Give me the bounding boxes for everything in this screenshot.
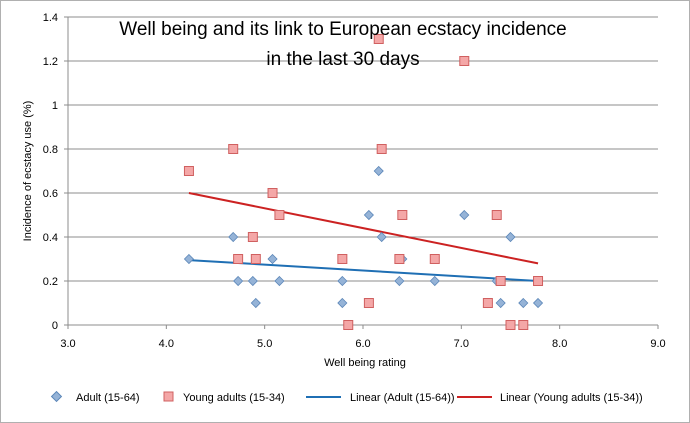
- data-point-adult: [429, 275, 440, 287]
- x-tick-label: 8.0: [552, 338, 567, 350]
- data-point-young-adults: [376, 144, 387, 154]
- x-tick-label: 7.0: [454, 338, 469, 350]
- trendline-adult: [188, 259, 539, 282]
- y-axis-title: Incidence of ecstacy use (%): [22, 101, 34, 242]
- y-tick-label: 0.8: [43, 144, 58, 156]
- chart-title-line-1: Well being and its link to European ecst…: [119, 19, 566, 40]
- y-tick-label: 1.2: [43, 56, 58, 68]
- data-point-adult: [228, 231, 239, 243]
- chart-title-line-2: in the last 30 days: [266, 49, 419, 70]
- data-point-young-adults: [533, 276, 544, 286]
- tick-labels: 0 0.2 0.4 0.6 0.8 1 1.2 1.4 3.0 4.0 5.0 6.0 7.0 8.0 9.…: [43, 12, 666, 350]
- data-point-adult: [495, 297, 506, 309]
- data-point-young-adults: [267, 188, 278, 198]
- data-point-adult: [363, 209, 374, 221]
- data-point-young-adults: [363, 298, 374, 308]
- legend-young-trend-label: Linear (Young adults (15-34)): [500, 392, 643, 404]
- data-point-adult: [337, 297, 348, 309]
- data-point-adult: [337, 275, 348, 287]
- data-point-young-adults: [429, 254, 440, 264]
- x-tick-label: 6.0: [355, 338, 370, 350]
- data-point-adult: [183, 253, 195, 265]
- data-point-adult: [233, 275, 244, 287]
- y-tick-label: 0: [52, 320, 58, 332]
- data-point-young-adults: [373, 34, 384, 44]
- gridlines: [68, 16, 658, 282]
- data-point-young-adults: [250, 254, 261, 264]
- data-point-young-adults: [394, 254, 405, 264]
- data-point-adult: [373, 165, 384, 177]
- trendlines: [188, 192, 539, 282]
- data-point-adult: [267, 253, 278, 265]
- data-point-young-adults: [505, 320, 516, 330]
- data-point-adult: [518, 297, 529, 309]
- data-point-young-adults: [183, 166, 194, 176]
- data-point-adult: [532, 297, 544, 309]
- x-tick-label: 3.0: [60, 338, 75, 350]
- data-point-adult: [250, 297, 261, 309]
- data-point-young-adults: [337, 254, 348, 264]
- legend: Adult (15-64) Young adults (15-34) Linea…: [50, 390, 643, 404]
- data-point-young-adults: [518, 320, 529, 330]
- legend-young-marker: [163, 391, 174, 402]
- x-tick-label: 5.0: [257, 338, 272, 350]
- x-axis-title: Well being rating: [324, 357, 406, 369]
- data-point-young-adults: [459, 56, 470, 66]
- x-tick-label: 9.0: [650, 338, 665, 350]
- x-tick-label: 4.0: [159, 338, 174, 350]
- axes: [64, 16, 659, 329]
- legend-adult-marker: [50, 390, 63, 403]
- legend-adult-trend-label: Linear (Adult (15-64)): [350, 392, 455, 404]
- trendline-young-adults: [188, 192, 539, 265]
- legend-young-label: Young adults (15-34): [183, 392, 285, 404]
- data-point-young-adults: [397, 210, 408, 220]
- data-point-adult: [274, 275, 285, 287]
- y-tick-label: 1: [52, 100, 58, 112]
- data-point-young-adults: [233, 254, 244, 264]
- y-tick-label: 0.2: [43, 276, 58, 288]
- y-tick-label: 0.6: [43, 188, 58, 200]
- y-tick-label: 1.4: [43, 12, 58, 24]
- data-point-young-adults: [247, 232, 258, 242]
- data-point-adult: [459, 209, 470, 221]
- data-point-young-adults: [482, 298, 493, 308]
- legend-adult-label: Adult (15-64): [76, 392, 140, 404]
- data-point-young-adults: [495, 276, 506, 286]
- data-point-young-adults: [343, 320, 354, 330]
- data-point-adult: [247, 275, 258, 287]
- y-tick-label: 0.4: [43, 232, 58, 244]
- data-point-young-adults: [274, 210, 285, 220]
- data-points: [183, 34, 544, 331]
- data-point-young-adults: [491, 210, 502, 220]
- data-point-young-adults: [228, 144, 239, 154]
- data-point-adult: [505, 231, 516, 243]
- data-point-adult: [376, 231, 387, 243]
- data-point-adult: [394, 275, 405, 287]
